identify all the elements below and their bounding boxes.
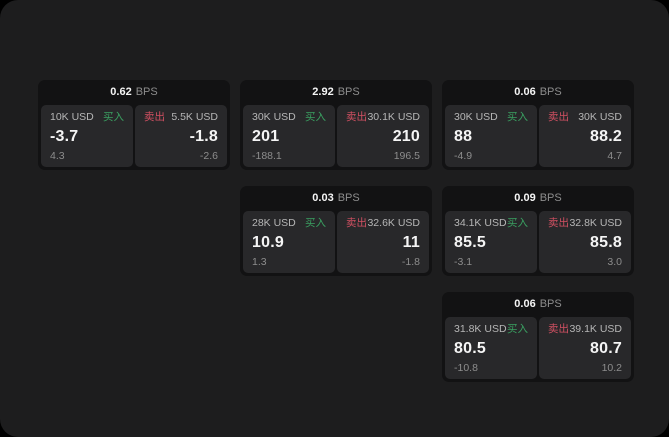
sell-delta: 10.2 bbox=[601, 361, 622, 374]
sell-size: 5.5K USD bbox=[171, 111, 218, 123]
buy-size: 30K USD bbox=[454, 111, 498, 123]
sell-panel[interactable]: 卖出 30K USD 88.2 4.7 bbox=[539, 105, 631, 167]
sell-delta: 196.5 bbox=[393, 149, 420, 162]
sell-size: 39.1K USD bbox=[569, 323, 622, 335]
buy-value: 10.9 bbox=[252, 233, 284, 251]
sell-size: 30.1K USD bbox=[367, 111, 420, 123]
buy-label: 买入 bbox=[507, 323, 528, 335]
buy-size: 31.8K USD bbox=[454, 323, 507, 335]
buy-panel[interactable]: 30K USD 买入 88 -4.9 bbox=[445, 105, 537, 167]
buy-size: 10K USD bbox=[50, 111, 94, 123]
sell-value: 88.2 bbox=[590, 127, 622, 145]
quote-cards-grid: 0.62 BPS 10K USD 买入 -3.7 4.3 卖出 5.5K USD… bbox=[38, 80, 634, 382]
bps-unit: BPS bbox=[337, 86, 360, 98]
card-body: 10K USD 买入 -3.7 4.3 卖出 5.5K USD -1.8 -2.… bbox=[38, 105, 230, 170]
card-header: 0.09 BPS bbox=[442, 186, 634, 211]
bps-value: 0.06 bbox=[514, 86, 536, 98]
buy-panel[interactable]: 28K USD 买入 10.9 1.3 bbox=[243, 211, 335, 273]
card-body: 28K USD 买入 10.9 1.3 卖出 32.6K USD 11 -1.8 bbox=[240, 211, 432, 276]
buy-value: 88 bbox=[454, 127, 473, 145]
card-header: 0.62 BPS bbox=[38, 80, 230, 105]
card-body: 31.8K USD 买入 80.5 -10.8 卖出 39.1K USD 80.… bbox=[442, 317, 634, 382]
bps-unit: BPS bbox=[337, 192, 360, 204]
sell-delta: -1.8 bbox=[401, 255, 420, 268]
sell-panel[interactable]: 卖出 32.8K USD 85.8 3.0 bbox=[539, 211, 631, 273]
buy-panel[interactable]: 30K USD 买入 201 -188.1 bbox=[243, 105, 335, 167]
bps-unit: BPS bbox=[539, 86, 562, 98]
card-header: 0.06 BPS bbox=[442, 292, 634, 317]
buy-label: 买入 bbox=[305, 217, 326, 229]
card-body: 30K USD 买入 201 -188.1 卖出 30.1K USD 210 1… bbox=[240, 105, 432, 170]
buy-label: 买入 bbox=[305, 111, 326, 123]
sell-panel[interactable]: 卖出 30.1K USD 210 196.5 bbox=[337, 105, 429, 167]
bps-value: 0.06 bbox=[514, 298, 536, 310]
sell-value: -1.8 bbox=[189, 127, 218, 145]
sell-delta: -2.6 bbox=[199, 149, 218, 162]
buy-value: -3.7 bbox=[50, 127, 79, 145]
bps-unit: BPS bbox=[539, 298, 562, 310]
sell-label: 卖出 bbox=[548, 111, 569, 123]
buy-panel[interactable]: 10K USD 买入 -3.7 4.3 bbox=[41, 105, 133, 167]
buy-value: 85.5 bbox=[454, 233, 486, 251]
sell-value: 80.7 bbox=[590, 339, 622, 357]
bps-value: 2.92 bbox=[312, 86, 334, 98]
bps-unit: BPS bbox=[539, 192, 562, 204]
quote-card: 2.92 BPS 30K USD 买入 201 -188.1 卖出 30.1K … bbox=[240, 80, 432, 170]
buy-size: 28K USD bbox=[252, 217, 296, 229]
sell-size: 32.6K USD bbox=[367, 217, 420, 229]
sell-panel[interactable]: 卖出 5.5K USD -1.8 -2.6 bbox=[135, 105, 227, 167]
sell-label: 卖出 bbox=[548, 217, 569, 229]
sell-label: 卖出 bbox=[548, 323, 569, 335]
sell-label: 卖出 bbox=[346, 217, 367, 229]
card-header: 0.03 BPS bbox=[240, 186, 432, 211]
buy-delta: 1.3 bbox=[252, 255, 267, 268]
quote-card: 0.06 BPS 30K USD 买入 88 -4.9 卖出 30K USD 8… bbox=[442, 80, 634, 170]
buy-delta: -3.1 bbox=[454, 255, 473, 268]
buy-panel[interactable]: 34.1K USD 买入 85.5 -3.1 bbox=[445, 211, 537, 273]
card-header: 0.06 BPS bbox=[442, 80, 634, 105]
sell-panel[interactable]: 卖出 32.6K USD 11 -1.8 bbox=[337, 211, 429, 273]
buy-size: 30K USD bbox=[252, 111, 296, 123]
buy-panel[interactable]: 31.8K USD 买入 80.5 -10.8 bbox=[445, 317, 537, 379]
sell-panel[interactable]: 卖出 39.1K USD 80.7 10.2 bbox=[539, 317, 631, 379]
sell-value: 11 bbox=[402, 233, 420, 251]
buy-label: 买入 bbox=[103, 111, 124, 123]
bps-value: 0.62 bbox=[110, 86, 132, 98]
card-header: 2.92 BPS bbox=[240, 80, 432, 105]
bps-value: 0.09 bbox=[514, 192, 536, 204]
sell-label: 卖出 bbox=[346, 111, 367, 123]
buy-delta: -4.9 bbox=[454, 149, 473, 162]
buy-value: 201 bbox=[252, 127, 280, 145]
buy-size: 34.1K USD bbox=[454, 217, 507, 229]
buy-delta: 4.3 bbox=[50, 149, 65, 162]
buy-value: 80.5 bbox=[454, 339, 486, 357]
sell-size: 30K USD bbox=[578, 111, 622, 123]
buy-label: 买入 bbox=[507, 111, 528, 123]
bps-unit: BPS bbox=[135, 86, 158, 98]
buy-delta: -10.8 bbox=[454, 361, 478, 374]
sell-delta: 3.0 bbox=[607, 255, 622, 268]
sell-value: 85.8 bbox=[590, 233, 622, 251]
sell-delta: 4.7 bbox=[607, 149, 622, 162]
card-body: 30K USD 买入 88 -4.9 卖出 30K USD 88.2 4.7 bbox=[442, 105, 634, 170]
quote-card: 0.06 BPS 31.8K USD 买入 80.5 -10.8 卖出 39.1… bbox=[442, 292, 634, 382]
buy-delta: -188.1 bbox=[252, 149, 282, 162]
sell-label: 卖出 bbox=[144, 111, 165, 123]
sell-value: 210 bbox=[392, 127, 420, 145]
quote-card: 0.03 BPS 28K USD 买入 10.9 1.3 卖出 32.6K US… bbox=[240, 186, 432, 276]
sell-size: 32.8K USD bbox=[569, 217, 622, 229]
bps-value: 0.03 bbox=[312, 192, 334, 204]
card-body: 34.1K USD 买入 85.5 -3.1 卖出 32.8K USD 85.8… bbox=[442, 211, 634, 276]
buy-label: 买入 bbox=[507, 217, 528, 229]
quote-card: 0.09 BPS 34.1K USD 买入 85.5 -3.1 卖出 32.8K… bbox=[442, 186, 634, 276]
quote-card: 0.62 BPS 10K USD 买入 -3.7 4.3 卖出 5.5K USD… bbox=[38, 80, 230, 170]
